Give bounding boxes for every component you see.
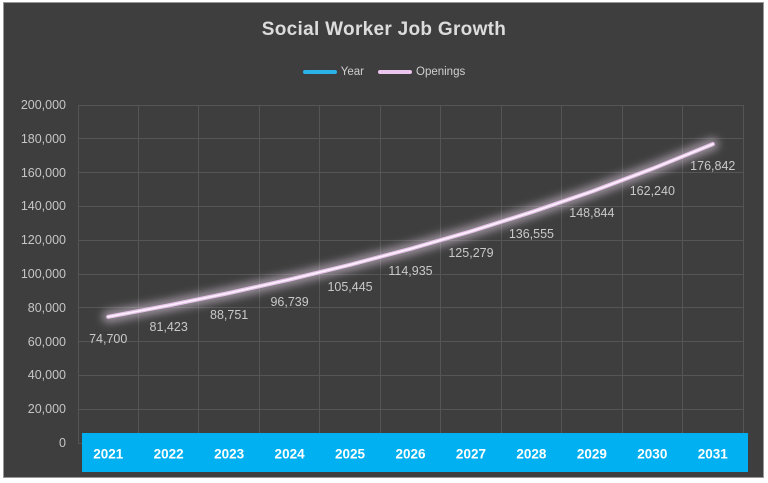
openings-data-label: 81,423: [149, 320, 188, 335]
openings-data-label: 96,739: [270, 294, 309, 309]
gridline-vertical: [379, 105, 381, 443]
x-axis-label[interactable]: 2027: [455, 446, 486, 461]
openings-data-label: 114,935: [388, 263, 433, 278]
gridline-vertical: [440, 105, 442, 443]
x-axis-label[interactable]: 2031: [697, 446, 728, 461]
gridline-vertical: [258, 105, 260, 443]
openings-data-label: 88,751: [210, 308, 249, 322]
legend-label-openings: Openings: [416, 66, 466, 78]
openings-data-label: 162,240: [629, 183, 675, 198]
x-axis-label[interactable]: 2023: [214, 446, 245, 461]
x-axis-label[interactable]: 2022: [153, 446, 184, 461]
gridline-vertical: [621, 105, 623, 443]
openings-data-label: 74,700: [89, 331, 128, 346]
openings-line-swatch-icon: [378, 70, 412, 74]
gridline-horizontal: [78, 239, 743, 241]
gridline-vertical: [198, 105, 200, 443]
gridline-horizontal: [78, 408, 743, 410]
x-axis-label[interactable]: 2030: [637, 446, 668, 461]
y-axis-tick-label: 20,000: [27, 402, 66, 417]
y-axis-tick-label: 100,000: [20, 267, 66, 281]
y-axis-tick-label: 0: [59, 436, 66, 450]
x-axis-label[interactable]: 2021: [93, 446, 124, 461]
gridline-horizontal: [78, 205, 743, 207]
x-axis-label[interactable]: 2029: [576, 446, 607, 461]
legend-label-year: Year: [340, 66, 364, 78]
gridline-vertical: [561, 105, 563, 443]
x-axis-label[interactable]: 2024: [274, 446, 305, 461]
y-axis-tick-label: 60,000: [27, 334, 66, 349]
chart-legend: Year Openings: [0, 64, 768, 80]
openings-data-label: 176,842: [690, 159, 736, 174]
y-axis-tick-label: 180,000: [20, 131, 66, 146]
gridline-horizontal: [78, 172, 743, 174]
y-axis-tick-label: 80,000: [27, 300, 66, 315]
year-line-swatch-icon: [302, 70, 337, 74]
gridline-vertical: [500, 105, 502, 443]
openings-data-label: 125,279: [448, 246, 494, 261]
x-axis-year-band: [82, 433, 748, 472]
openings-data-label: 136,555: [508, 227, 554, 242]
gridline-vertical: [319, 105, 321, 443]
legend-item-year[interactable]: Year: [302, 66, 364, 78]
y-axis-tick-label: 40,000: [27, 368, 66, 383]
gridline-horizontal: [78, 307, 743, 309]
gridline-vertical: [137, 105, 139, 443]
gridline-vertical: [742, 105, 744, 443]
y-axis-tick-label: 200,000: [20, 98, 66, 112]
gridline-vertical: [682, 105, 684, 443]
x-axis-label[interactable]: 2026: [395, 446, 426, 461]
openings-data-label: 105,445: [327, 279, 373, 294]
y-axis-tick-label: 140,000: [20, 199, 66, 214]
x-axis-label[interactable]: 2028: [516, 446, 547, 461]
y-axis-tick-label: 120,000: [20, 233, 66, 248]
gridline-horizontal: [78, 104, 743, 106]
gridline-vertical: [77, 105, 79, 443]
gridline-horizontal: [78, 374, 743, 376]
openings-data-label: 148,844: [569, 206, 615, 221]
gridline-horizontal: [78, 341, 743, 343]
legend-item-openings[interactable]: Openings: [378, 66, 465, 78]
gridline-horizontal: [78, 138, 743, 140]
chart-title: Social Worker Job Growth: [261, 19, 507, 40]
y-axis-tick-label: 160,000: [20, 165, 66, 180]
x-axis-label[interactable]: 2025: [335, 446, 366, 461]
